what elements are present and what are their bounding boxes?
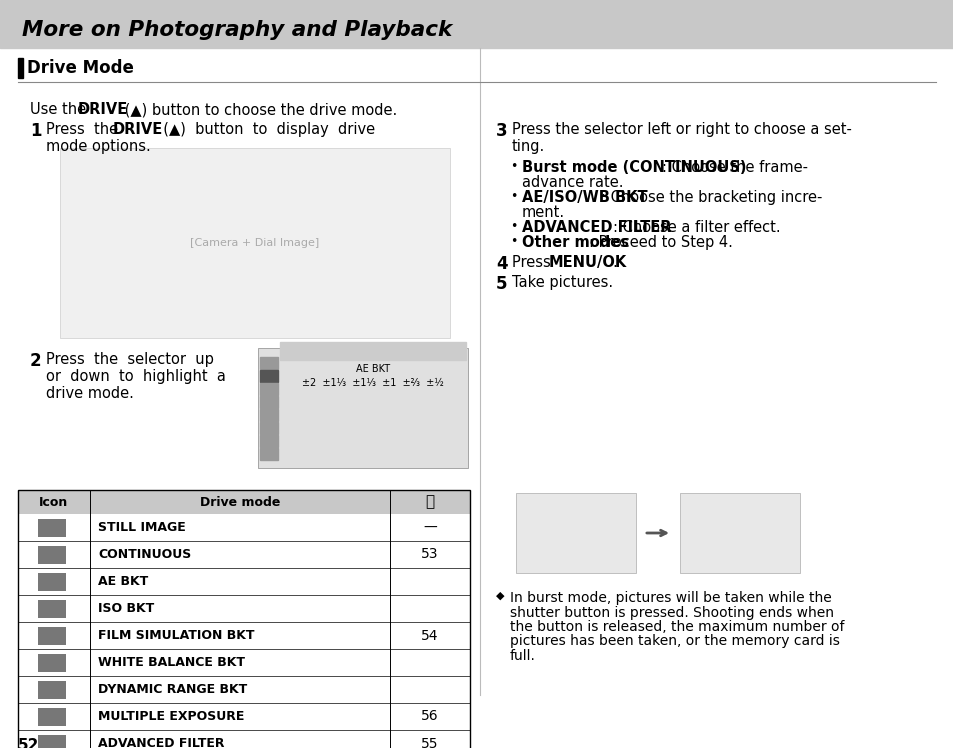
- Bar: [38, 654, 66, 672]
- Text: Drive Mode: Drive Mode: [27, 59, 133, 77]
- Bar: [18, 490, 470, 514]
- Bar: [60, 148, 450, 338]
- Bar: [280, 342, 465, 360]
- Text: 3: 3: [496, 122, 507, 140]
- Bar: [38, 545, 66, 563]
- Text: : Choose the bracketing incre-: : Choose the bracketing incre-: [600, 190, 821, 205]
- Text: 4: 4: [496, 255, 507, 273]
- Text: ADVANCED FILTER: ADVANCED FILTER: [98, 737, 224, 748]
- Bar: [257, 348, 468, 468]
- Text: ±2  ±1⅓  ±1⅓  ±1  ±⅔  ±½: ±2 ±1⅓ ±1⅓ ±1 ±⅔ ±½: [302, 378, 443, 388]
- Bar: [260, 422, 277, 434]
- Bar: [260, 383, 277, 395]
- Text: Press the selector left or right to choose a set-: Press the selector left or right to choo…: [512, 122, 851, 137]
- Text: •: •: [510, 235, 517, 248]
- Text: CONTINUOUS: CONTINUOUS: [98, 548, 191, 561]
- Text: DRIVE: DRIVE: [112, 122, 163, 137]
- Bar: [0, 0, 953, 48]
- Text: AE/ISO/WB BKT: AE/ISO/WB BKT: [521, 190, 647, 205]
- Bar: [18, 58, 23, 78]
- Text: ting.: ting.: [512, 139, 545, 154]
- Text: full.: full.: [510, 649, 536, 663]
- Text: AE BKT: AE BKT: [355, 364, 390, 374]
- Text: 54: 54: [421, 628, 438, 643]
- Text: WHITE BALANCE BKT: WHITE BALANCE BKT: [98, 656, 245, 669]
- Text: More on Photography and Playback: More on Photography and Playback: [22, 20, 452, 40]
- Text: advance rate.: advance rate.: [521, 175, 623, 190]
- Bar: [38, 572, 66, 590]
- Text: MULTIPLE EXPOSURE: MULTIPLE EXPOSURE: [98, 710, 244, 723]
- Text: ment.: ment.: [521, 205, 564, 220]
- Text: •: •: [510, 190, 517, 203]
- Text: MENU/OK: MENU/OK: [548, 255, 626, 270]
- Text: 1: 1: [30, 122, 42, 140]
- Text: Drive mode: Drive mode: [199, 495, 280, 509]
- Bar: [38, 627, 66, 645]
- Text: Use the: Use the: [30, 102, 91, 117]
- Text: 56: 56: [420, 710, 438, 723]
- Bar: [260, 357, 277, 369]
- Bar: [38, 735, 66, 748]
- Bar: [18, 490, 470, 748]
- Text: : Choose the frame-: : Choose the frame-: [661, 160, 807, 175]
- Text: : Proceed to Step 4.: : Proceed to Step 4.: [589, 235, 732, 250]
- Text: 52: 52: [18, 738, 39, 748]
- Bar: [260, 409, 277, 421]
- Text: ISO BKT: ISO BKT: [98, 602, 154, 615]
- Bar: [38, 681, 66, 699]
- Text: or  down  to  highlight  a: or down to highlight a: [46, 369, 226, 384]
- Text: shutter button is pressed. Shooting ends when: shutter button is pressed. Shooting ends…: [510, 605, 833, 619]
- Text: AE BKT: AE BKT: [98, 575, 148, 588]
- Text: 5: 5: [496, 275, 507, 293]
- Text: Take pictures.: Take pictures.: [512, 275, 613, 290]
- Bar: [38, 599, 66, 618]
- Text: •: •: [510, 220, 517, 233]
- Text: DRIVE: DRIVE: [78, 102, 128, 117]
- Bar: [260, 435, 277, 447]
- Bar: [38, 518, 66, 536]
- Text: pictures has been taken, or the memory card is: pictures has been taken, or the memory c…: [510, 634, 839, 649]
- Text: .: .: [612, 255, 616, 270]
- Text: Press  the  selector  up: Press the selector up: [46, 352, 213, 367]
- Bar: [516, 493, 636, 573]
- Bar: [38, 708, 66, 726]
- Text: Press: Press: [512, 255, 555, 270]
- Text: 53: 53: [421, 548, 438, 562]
- Text: ⧉: ⧉: [425, 494, 435, 509]
- Bar: [260, 396, 277, 408]
- Text: Burst mode (CONTINUOUS): Burst mode (CONTINUOUS): [521, 160, 745, 175]
- Text: DYNAMIC RANGE BKT: DYNAMIC RANGE BKT: [98, 683, 247, 696]
- Text: STILL IMAGE: STILL IMAGE: [98, 521, 186, 534]
- Text: —: —: [423, 521, 436, 535]
- Text: FILM SIMULATION BKT: FILM SIMULATION BKT: [98, 629, 254, 642]
- Text: 55: 55: [421, 737, 438, 748]
- Text: (▲) button to choose the drive mode.: (▲) button to choose the drive mode.: [120, 102, 396, 117]
- Text: •: •: [510, 160, 517, 173]
- Text: ADVANCED FILTER: ADVANCED FILTER: [521, 220, 671, 235]
- Text: : Choose a filter effect.: : Choose a filter effect.: [613, 220, 781, 235]
- Text: In burst mode, pictures will be taken while the: In burst mode, pictures will be taken wh…: [510, 591, 831, 605]
- Bar: [679, 493, 800, 573]
- Text: Other modes: Other modes: [521, 235, 628, 250]
- Bar: [260, 448, 277, 460]
- Text: Press  the: Press the: [46, 122, 128, 137]
- Text: mode options.: mode options.: [46, 139, 151, 154]
- Text: 2: 2: [30, 352, 42, 370]
- Text: the button is released, the maximum number of: the button is released, the maximum numb…: [510, 620, 843, 634]
- Text: Icon: Icon: [39, 495, 69, 509]
- Text: (▲)  button  to  display  drive: (▲) button to display drive: [153, 122, 375, 137]
- Text: ◆: ◆: [496, 591, 504, 601]
- Text: drive mode.: drive mode.: [46, 386, 133, 401]
- Bar: [260, 370, 277, 382]
- Text: [Camera + Dial Image]: [Camera + Dial Image]: [191, 238, 319, 248]
